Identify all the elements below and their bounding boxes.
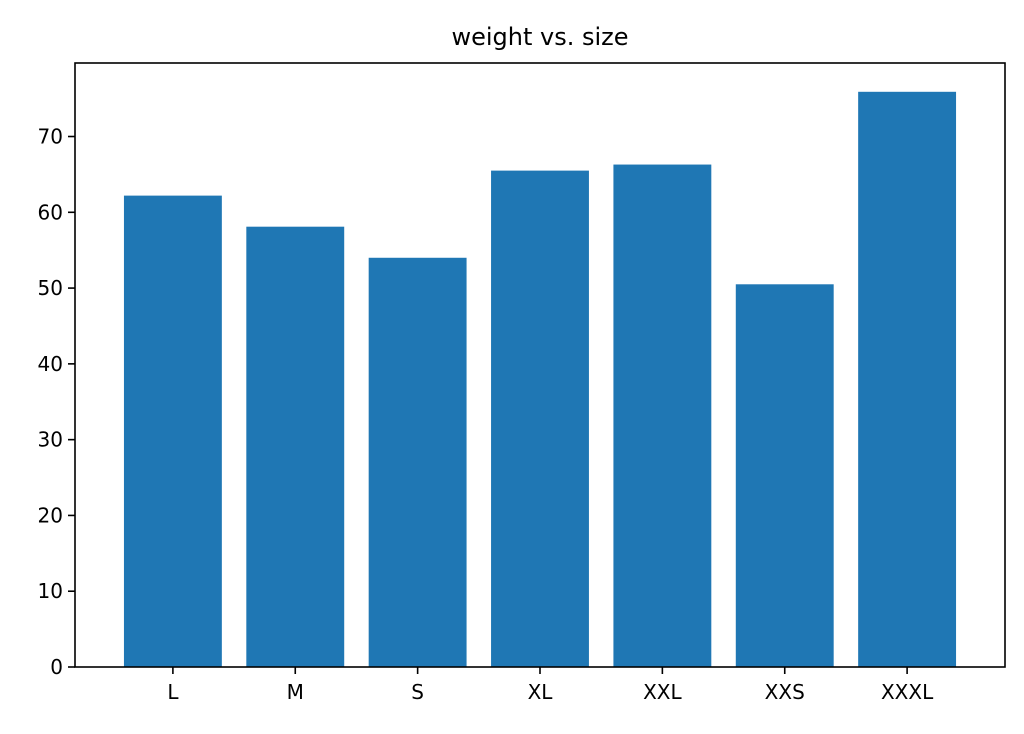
x-tick-label: XXS xyxy=(765,680,805,704)
y-tick-label: 40 xyxy=(38,352,63,376)
chart-title: weight vs. size xyxy=(451,23,628,51)
bars-group xyxy=(123,91,957,668)
x-tick-label: XXXL xyxy=(881,680,934,704)
bar-xxs xyxy=(735,284,834,667)
x-tick-label: S xyxy=(411,680,424,704)
y-tick-label: 50 xyxy=(38,276,63,300)
x-tick-label: XL xyxy=(528,680,554,704)
x-axis: L M S XL XXL XXS XXXL xyxy=(167,667,934,704)
bar-l xyxy=(123,195,222,667)
x-tick-label: M xyxy=(287,680,304,704)
y-tick-label: 10 xyxy=(38,579,63,603)
y-tick-label: 70 xyxy=(38,125,63,149)
x-tick-label: XXL xyxy=(643,680,682,704)
x-tick-label: L xyxy=(167,680,179,704)
y-tick-label: 30 xyxy=(38,428,63,452)
bar-xxxl xyxy=(858,91,957,668)
plot-frame xyxy=(74,62,1006,668)
y-tick-label: 0 xyxy=(50,655,63,679)
y-tick-label: 60 xyxy=(38,200,63,224)
y-axis: 0 10 20 30 40 50 60 70 xyxy=(38,125,75,679)
y-tick-label: 20 xyxy=(38,503,63,527)
bar-xl xyxy=(491,170,589,668)
bar-xxl xyxy=(613,164,712,668)
bar-s xyxy=(368,257,467,667)
bar-m xyxy=(246,226,345,667)
